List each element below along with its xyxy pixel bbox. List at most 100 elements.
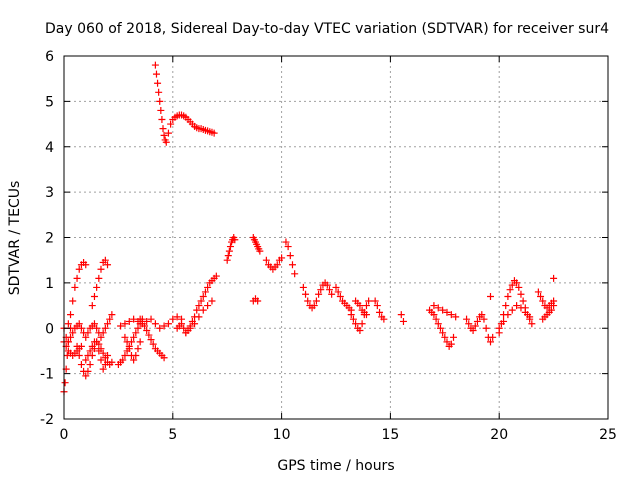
data-point — [204, 302, 212, 310]
data-point — [108, 311, 116, 319]
data-point — [356, 302, 364, 310]
data-point — [149, 340, 157, 348]
x-tick-label: 0 — [60, 427, 69, 443]
data-point — [156, 324, 164, 332]
data-point — [508, 306, 516, 314]
data-point — [450, 333, 458, 341]
data-point — [199, 306, 207, 314]
data-point — [69, 329, 77, 337]
data-point — [93, 283, 101, 291]
data-point — [178, 320, 186, 328]
data-segment — [117, 313, 186, 332]
data-segment — [539, 302, 558, 323]
data-point — [208, 297, 216, 305]
data-point — [86, 347, 94, 355]
data-point — [141, 322, 149, 330]
data-point — [352, 320, 360, 328]
data-point — [71, 283, 79, 291]
data-point — [93, 324, 101, 332]
data-point — [371, 297, 379, 305]
data-point — [226, 243, 234, 251]
data-point — [528, 320, 536, 328]
data-point — [328, 290, 336, 298]
data-point — [186, 324, 194, 332]
data-point — [210, 129, 218, 137]
y-tick-label: 5 — [45, 94, 54, 110]
data-point — [134, 345, 142, 353]
data-point — [99, 349, 107, 357]
x-tick-label: 25 — [599, 427, 617, 443]
data-point — [156, 97, 164, 105]
data-point — [434, 304, 442, 312]
data-point — [121, 320, 129, 328]
data-point — [380, 315, 388, 323]
data-segment — [495, 277, 536, 337]
data-segment — [182, 297, 216, 337]
data-point — [130, 315, 138, 323]
data-point — [362, 302, 370, 310]
data-point — [278, 254, 286, 262]
data-point — [212, 272, 220, 280]
data-point — [489, 333, 497, 341]
data-segment — [249, 234, 264, 255]
data-point — [199, 292, 207, 300]
data-point — [502, 302, 510, 310]
data-point — [101, 354, 109, 362]
data-point — [443, 308, 451, 316]
data-point — [434, 320, 442, 328]
data-point — [155, 88, 163, 96]
data-point — [256, 247, 264, 255]
data-point — [151, 320, 159, 328]
data-segment — [371, 297, 388, 323]
data-point — [469, 327, 477, 335]
data-point — [519, 297, 527, 305]
data-point — [315, 290, 323, 298]
data-point — [125, 317, 133, 325]
data-point — [539, 297, 547, 305]
data-point — [164, 129, 172, 137]
data-point — [286, 252, 294, 260]
data-point — [169, 315, 177, 323]
data-point — [97, 356, 105, 364]
data-point — [439, 329, 447, 337]
x-tick-label: 15 — [381, 427, 399, 443]
data-point — [317, 286, 325, 294]
data-point — [97, 265, 105, 273]
data-point — [432, 315, 440, 323]
data-point — [117, 322, 125, 330]
data-point — [504, 292, 512, 300]
x-tick-label: 10 — [273, 427, 291, 443]
data-point — [430, 311, 438, 319]
data-point — [77, 361, 85, 369]
data-point — [88, 342, 96, 350]
data-point — [75, 320, 83, 328]
data-point — [145, 331, 153, 339]
data-segment — [60, 311, 116, 346]
data-segment — [151, 61, 218, 146]
data-segment — [82, 338, 116, 369]
data-point — [90, 320, 98, 328]
data-segment — [299, 279, 336, 312]
data-segment — [495, 302, 534, 332]
data-point — [130, 333, 138, 341]
data-segment — [282, 238, 299, 278]
data-point — [143, 327, 151, 335]
data-point — [164, 320, 172, 328]
data-point — [99, 329, 107, 337]
data-point — [323, 281, 331, 289]
data-segment — [249, 295, 262, 305]
data-point — [332, 283, 340, 291]
data-point — [134, 324, 142, 332]
data-point — [158, 116, 166, 124]
data-point — [95, 340, 103, 348]
data-point — [486, 338, 494, 346]
data-point — [452, 313, 460, 321]
data-point — [495, 324, 503, 332]
data-point — [75, 351, 83, 359]
data-point — [513, 279, 521, 287]
data-point — [73, 274, 81, 282]
data-point — [151, 61, 159, 69]
data-point — [197, 297, 205, 305]
data-point — [77, 324, 85, 332]
data-point — [517, 304, 525, 312]
